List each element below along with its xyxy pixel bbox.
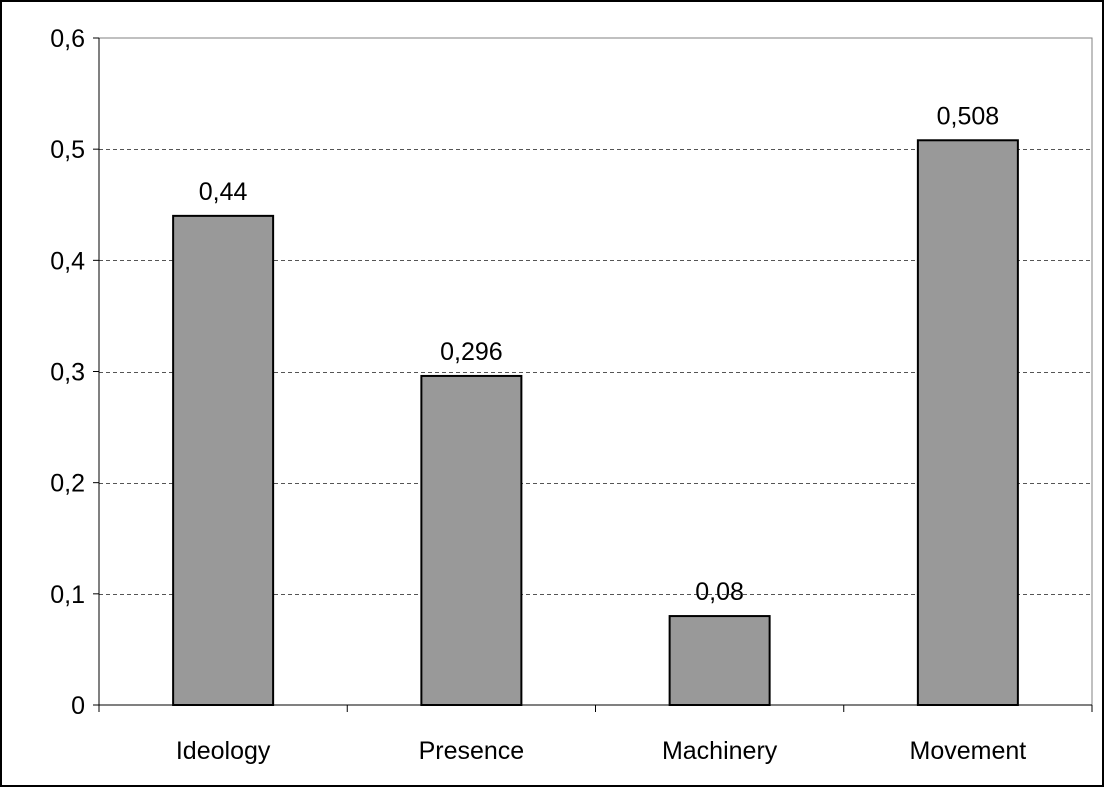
y-tick-label: 0,4 (50, 247, 85, 275)
y-tick-label: 0,1 (50, 581, 85, 609)
x-tick-label: Movement (910, 737, 1027, 765)
y-tick-label: 0,3 (50, 359, 85, 387)
bar-movement (916, 139, 1019, 707)
data-label: 0,508 (937, 102, 1000, 130)
data-label: 0,44 (199, 178, 248, 206)
x-tick-label: Presence (419, 737, 525, 765)
x-tick-label: Machinery (662, 737, 778, 765)
plot-area-border (99, 37, 1093, 705)
bar-presence (420, 374, 523, 706)
bar-machinery (668, 615, 771, 706)
y-tick-label: 0,2 (50, 470, 85, 498)
data-labels: 0,44 0,296 0,08 0,508 (199, 102, 999, 606)
data-label: 0,296 (440, 338, 503, 366)
bars (172, 139, 1019, 707)
x-tick-label: Ideology (176, 737, 271, 765)
data-label: 0,08 (695, 578, 744, 606)
y-axis-ticks: 0 0,1 0,2 0,3 0,4 0,5 0,6 (50, 25, 99, 720)
y-tick-label: 0,5 (50, 136, 85, 164)
y-tick-label: 0 (71, 692, 85, 720)
y-tick-label: 0,6 (50, 25, 85, 53)
plot-area (99, 37, 1093, 705)
x-axis-ticks: Ideology Presence Machinery Movement (98, 705, 1093, 765)
bar-ideology (172, 214, 275, 706)
